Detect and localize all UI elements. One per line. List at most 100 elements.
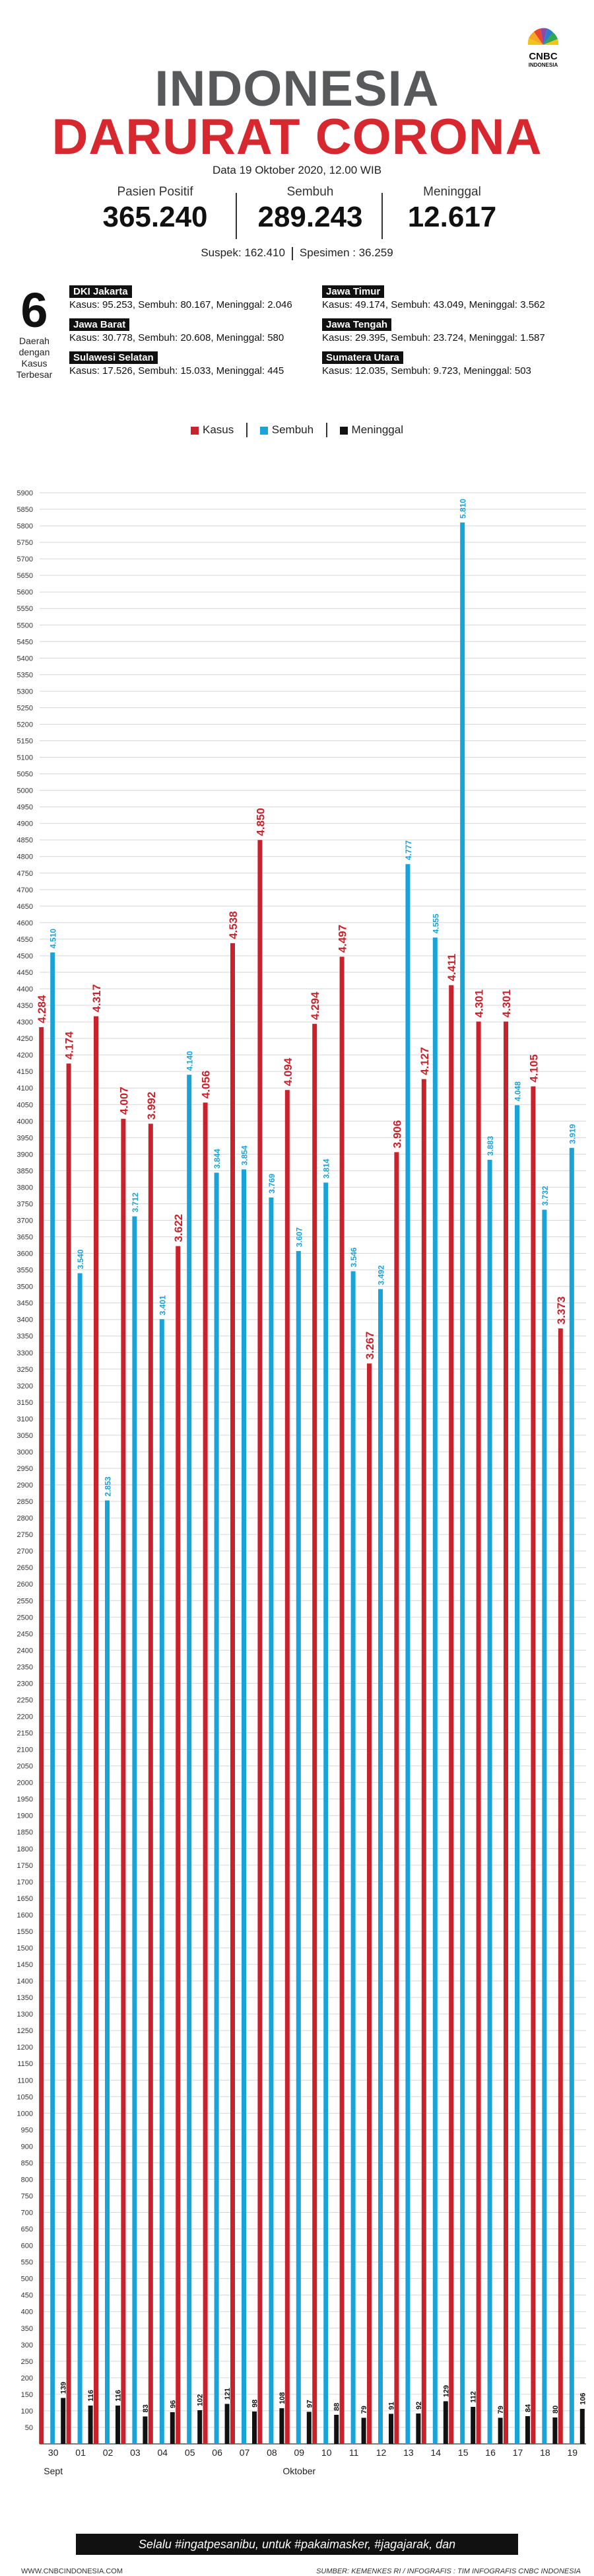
legend-divider xyxy=(325,423,327,437)
bar-kasus xyxy=(284,1090,290,2444)
stat-positif: Pasien Positif 365.240 xyxy=(92,185,218,234)
legend-item-kasus: Kasus xyxy=(191,423,234,437)
stat-value: 12.617 xyxy=(407,201,497,233)
bar-meninggal xyxy=(61,2398,66,2444)
y-tick-label: 2250 xyxy=(17,1696,33,1704)
data-label-sembuh: 3.540 xyxy=(76,1249,85,1269)
y-tick-label: 650 xyxy=(21,2226,33,2234)
y-tick-label: 500 xyxy=(21,2275,33,2283)
y-tick-label: 700 xyxy=(21,2209,33,2217)
data-label-kasus: 4.174 xyxy=(63,1031,76,1059)
data-label-kasus: 3.622 xyxy=(172,1214,185,1242)
x-tick-label: 14 xyxy=(431,2447,442,2458)
y-tick-label: 5200 xyxy=(17,721,33,729)
bar-sembuh xyxy=(187,1075,192,2444)
region-sulawesi-selatan: Sulawesi Selatan Kasus: 17.526, Sembuh: … xyxy=(69,351,284,376)
data-label-kasus: 4.056 xyxy=(200,1071,213,1099)
footer-website: WWW.CNBCINDONESIA.COM xyxy=(21,2567,123,2575)
y-tick-label: 1650 xyxy=(17,1895,33,1903)
y-tick-label: 2950 xyxy=(17,1465,33,1473)
y-tick-label: 2100 xyxy=(17,1746,33,1754)
suspek-text: Suspek: 162.410 xyxy=(201,246,285,259)
bar-sembuh xyxy=(378,1289,383,2444)
y-tick-label: 3850 xyxy=(17,1167,33,1175)
data-label-kasus: 3.992 xyxy=(145,1092,158,1120)
data-label-kasus: 4.284 xyxy=(36,995,48,1023)
data-label-meninggal: 121 xyxy=(224,2388,232,2400)
region-jawa-tengah: Jawa Tengah Kasus: 29.395, Sembuh: 23.72… xyxy=(322,318,545,343)
bar-chart: 50 100 150 200 250 300 350 400 450 500 550 600 650 70… xyxy=(17,489,587,2476)
y-tick-label: 2500 xyxy=(17,1614,33,1622)
bar-kasus xyxy=(94,1016,98,2444)
data-label-kasus: 3.906 xyxy=(391,1120,403,1149)
y-tick-label: 2550 xyxy=(17,1597,33,1605)
region-name: Jawa Tengah xyxy=(322,318,392,331)
data-label-meninggal: 80 xyxy=(552,2406,560,2414)
y-tick-label: 4850 xyxy=(17,837,33,845)
y-tick-label: 3950 xyxy=(17,1134,33,1142)
data-label-sembuh: 4.510 xyxy=(49,929,58,948)
data-label-kasus: 4.538 xyxy=(227,911,240,939)
data-label-meninggal: 83 xyxy=(142,2404,150,2412)
data-label-sembuh: 3.732 xyxy=(541,1186,550,1205)
stat-label: Pasien Positif xyxy=(117,185,193,199)
y-tick-label: 2800 xyxy=(17,1515,33,1522)
region-detail: Kasus: 95.253, Sembuh: 80.167, Meninggal… xyxy=(69,299,292,310)
bar-sembuh xyxy=(542,1209,547,2444)
data-label-sembuh: 4.555 xyxy=(431,913,440,933)
y-tick-label: 3250 xyxy=(17,1366,33,1374)
y-tick-label: 5900 xyxy=(17,489,33,497)
bar-sembuh xyxy=(242,1169,246,2444)
bar-sembuh xyxy=(405,864,411,2445)
y-tick-label: 4500 xyxy=(17,952,33,960)
data-label-kasus: 4.411 xyxy=(446,954,458,982)
y-tick-label: 1150 xyxy=(17,2060,33,2068)
y-tick-label: 4350 xyxy=(17,1002,33,1010)
data-label-meninggal: 96 xyxy=(169,2400,177,2408)
y-tick-label: 1700 xyxy=(17,1878,33,1886)
data-label-meninggal: 106 xyxy=(579,2393,587,2405)
y-tick-label: 550 xyxy=(21,2259,33,2267)
bar-kasus xyxy=(504,1021,508,2444)
bar-meninggal xyxy=(525,2415,530,2444)
y-tick-label: 3050 xyxy=(17,1432,33,1440)
bar-meninggal xyxy=(552,2417,558,2444)
data-label-sembuh: 3.883 xyxy=(486,1136,495,1156)
y-tick-label: 950 xyxy=(21,2126,33,2134)
stat-label: Meninggal xyxy=(423,185,481,199)
bar-sembuh xyxy=(323,1182,329,2444)
data-label-meninggal: 129 xyxy=(442,2385,450,2397)
regions-count: 6 xyxy=(20,283,48,338)
data-label-sembuh: 3.492 xyxy=(377,1265,386,1285)
bar-meninggal xyxy=(389,2414,393,2444)
y-tick-label: 4950 xyxy=(17,804,33,812)
y-tick-label: 3750 xyxy=(17,1200,33,1208)
x-tick-label: 13 xyxy=(403,2447,414,2458)
region-detail: Kasus: 49.174, Sembuh: 43.049, Meninggal… xyxy=(322,299,545,310)
stat-label: Sembuh xyxy=(286,185,334,199)
bar-sembuh xyxy=(269,1197,274,2444)
bar-meninggal xyxy=(170,2412,175,2444)
x-tick-label: 08 xyxy=(267,2447,277,2458)
bar-kasus xyxy=(531,1086,536,2445)
data-label-meninggal: 79 xyxy=(360,2406,368,2414)
y-tick-label: 4250 xyxy=(17,1035,33,1043)
y-tick-label: 4900 xyxy=(17,820,33,828)
bar-sembuh xyxy=(460,522,465,2444)
y-tick-label: 150 xyxy=(21,2391,33,2399)
y-tick-label: 4650 xyxy=(17,903,33,911)
legend-item-sembuh: Sembuh xyxy=(259,423,314,437)
data-label-sembuh: 3.814 xyxy=(322,1159,331,1178)
y-tick-label: 4750 xyxy=(17,870,33,878)
bar-kasus xyxy=(449,985,454,2444)
y-tick-label: 2750 xyxy=(17,1531,33,1539)
region-detail: Kasus: 29.395, Sembuh: 23.724, Meninggal… xyxy=(322,332,545,343)
y-tick-label: 1600 xyxy=(17,1912,33,1919)
stat-divider xyxy=(381,193,383,239)
region-detail: Kasus: 17.526, Sembuh: 15.033, Meninggal… xyxy=(69,365,284,376)
data-label-meninggal: 84 xyxy=(525,2404,533,2412)
x-tick-label: 01 xyxy=(75,2447,86,2458)
logo-text: CNBC xyxy=(529,51,557,62)
data-label-sembuh: 3.401 xyxy=(158,1295,167,1315)
x-tick-label: 19 xyxy=(568,2447,578,2458)
